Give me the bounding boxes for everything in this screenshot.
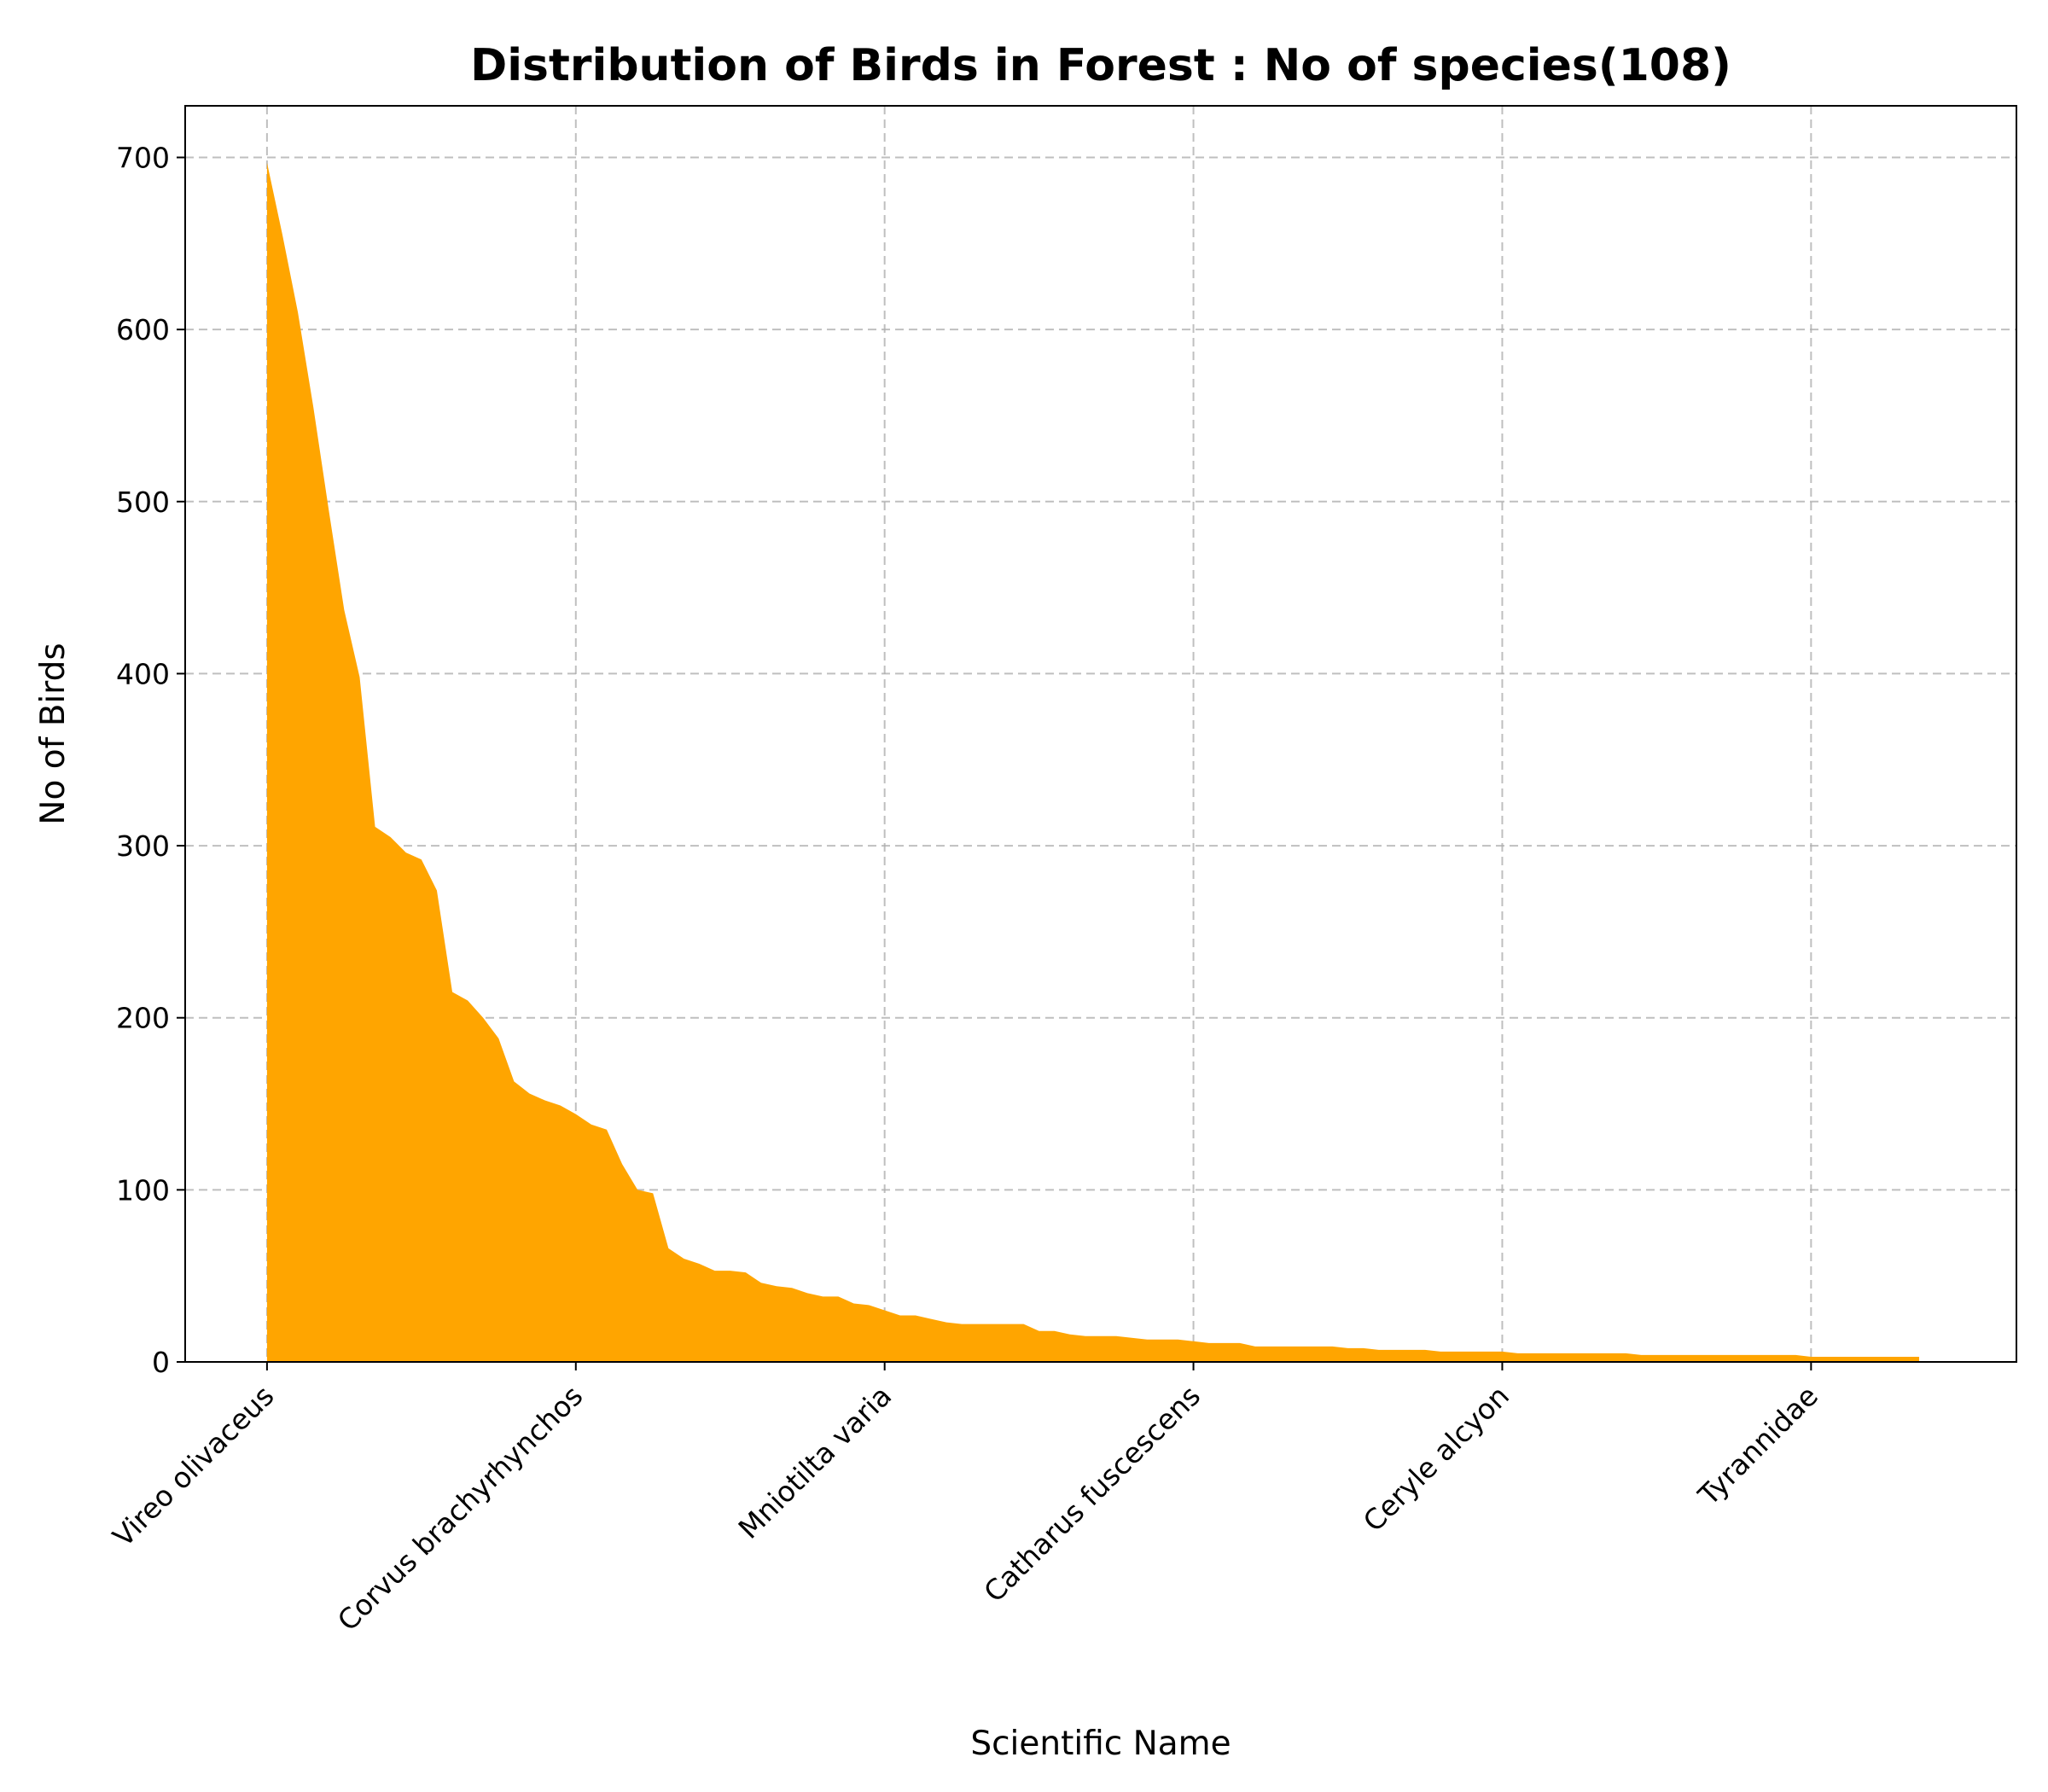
x-tick-label: Catharus fuscescens — [977, 1379, 1207, 1609]
y-tick-label: 700 — [116, 141, 170, 174]
chart-title: Distribution of Birds in Forest : No of … — [470, 40, 1731, 91]
x-axis-label: Scientific Name — [970, 1725, 1231, 1763]
y-tick-label: 300 — [116, 829, 170, 863]
y-axis-label: No of Birds — [34, 643, 73, 824]
y-tick-label: 400 — [116, 657, 170, 690]
plot-frame — [184, 105, 2017, 1363]
x-tick-label: Ceryle alcyon — [1357, 1379, 1516, 1538]
y-tick-label: 100 — [116, 1173, 170, 1207]
y-tick-label: 500 — [116, 486, 170, 519]
area-series — [266, 162, 1920, 1362]
x-tick-label: Corvus brachyrhynchos — [331, 1379, 590, 1638]
y-tick-label: 600 — [116, 313, 170, 346]
x-tick-label: Vireo olivaceus — [106, 1379, 280, 1553]
y-tick-label: 200 — [116, 1002, 170, 1035]
x-tick-label: Tyrannidae — [1691, 1379, 1824, 1512]
y-tick-label: 0 — [152, 1346, 170, 1379]
x-tick-label: Mniotilta varia — [732, 1379, 899, 1545]
